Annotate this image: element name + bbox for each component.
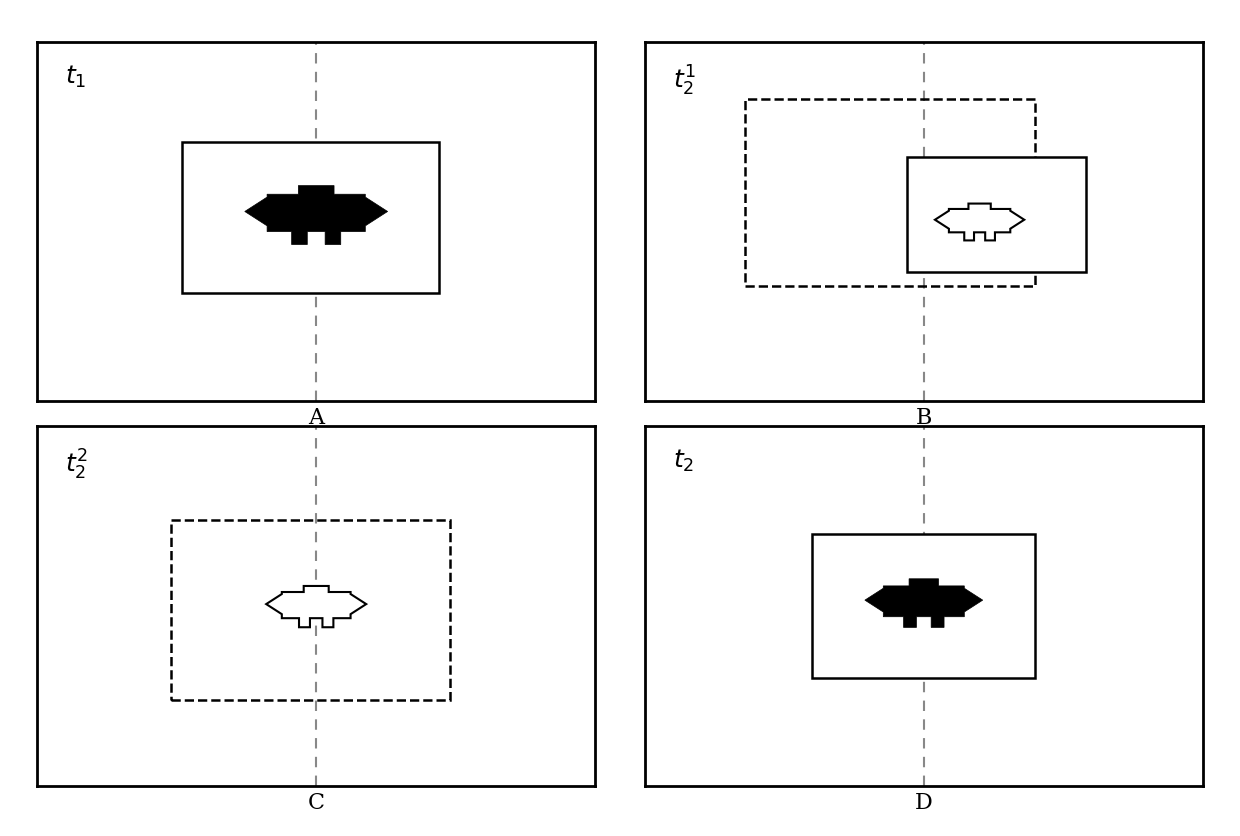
Text: $t_2^1$: $t_2^1$ xyxy=(672,64,696,98)
Polygon shape xyxy=(244,186,388,245)
Text: B: B xyxy=(915,407,932,429)
Bar xyxy=(745,99,1035,286)
Bar xyxy=(812,534,1035,678)
Polygon shape xyxy=(864,579,983,627)
Text: $t_2^2$: $t_2^2$ xyxy=(64,448,88,482)
Text: A: A xyxy=(309,407,324,429)
Text: C: C xyxy=(308,792,325,813)
Text: $t_2$: $t_2$ xyxy=(672,448,694,474)
Polygon shape xyxy=(935,204,1024,241)
Bar xyxy=(906,157,1086,272)
Polygon shape xyxy=(267,586,366,627)
Bar xyxy=(182,142,439,293)
Text: D: D xyxy=(915,792,932,813)
Bar xyxy=(171,520,450,700)
Text: $t_1$: $t_1$ xyxy=(64,64,87,89)
